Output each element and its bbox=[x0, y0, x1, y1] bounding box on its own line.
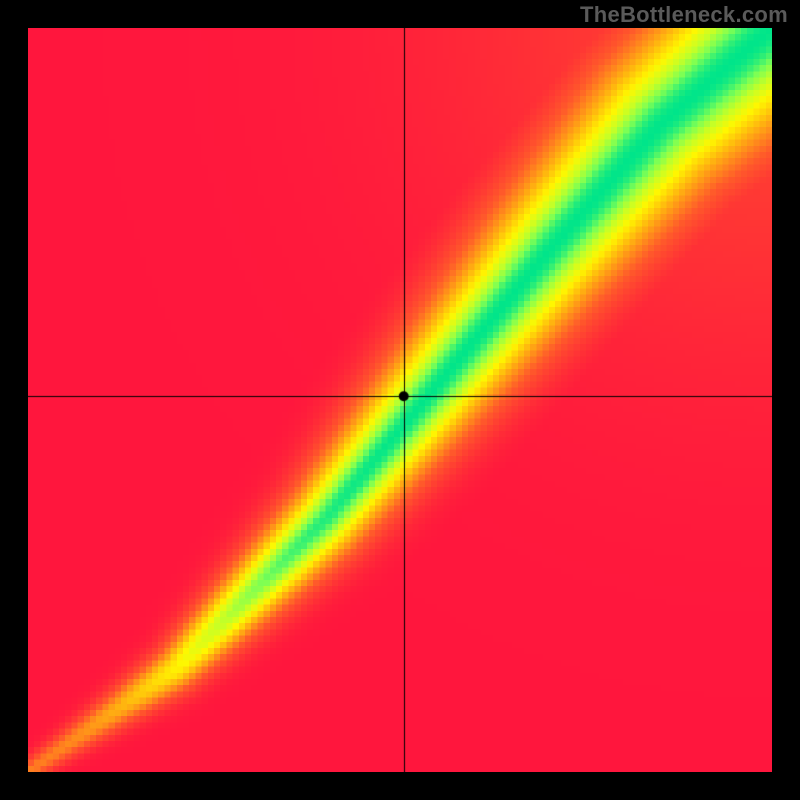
heatmap-plot bbox=[28, 28, 772, 772]
crosshair-overlay bbox=[28, 28, 772, 772]
attribution-text: TheBottleneck.com bbox=[580, 2, 788, 28]
